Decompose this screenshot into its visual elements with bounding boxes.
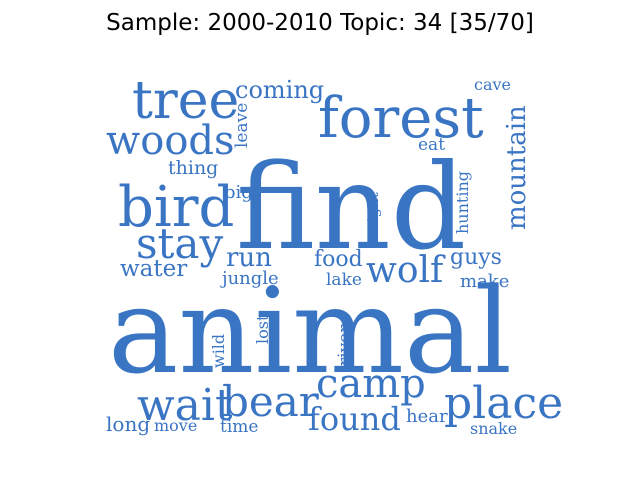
word-stay: stay bbox=[136, 219, 223, 268]
word-time: time bbox=[220, 417, 258, 437]
word-wolf: wolf bbox=[366, 250, 446, 291]
word-guys: guys bbox=[450, 245, 502, 270]
word-bird: bird bbox=[118, 175, 234, 240]
word-forest: forest bbox=[318, 86, 484, 151]
word-jungle: jungle bbox=[220, 268, 279, 289]
word-big: big bbox=[224, 182, 253, 203]
word-woods: woods bbox=[106, 118, 235, 164]
word-bear: bear bbox=[222, 377, 320, 426]
word-eat: eat bbox=[418, 135, 445, 155]
word-hear: hear bbox=[406, 406, 448, 427]
word-make: make bbox=[460, 271, 509, 292]
word-found: found bbox=[308, 400, 401, 438]
word-food: food bbox=[314, 247, 363, 272]
word-wait: wait bbox=[137, 380, 233, 431]
word-mountain: mountain bbox=[502, 105, 532, 230]
word-hunting: hunting bbox=[453, 171, 472, 234]
word-place: place bbox=[444, 378, 563, 429]
word-camp: camp bbox=[316, 361, 426, 407]
word-night: night bbox=[364, 192, 382, 232]
word-move: move bbox=[154, 416, 197, 435]
word-animal: animal bbox=[108, 262, 512, 400]
word-coming: coming bbox=[235, 76, 324, 104]
word-water: water bbox=[120, 256, 187, 282]
word-run: run bbox=[226, 243, 272, 273]
word-wild: wild bbox=[209, 334, 228, 368]
word-cave: cave bbox=[474, 75, 511, 94]
word-long: long bbox=[106, 412, 150, 436]
word-lost: lost bbox=[253, 314, 272, 344]
chart-title: Sample: 2000-2010 Topic: 34 [35/70] bbox=[106, 10, 534, 36]
word-snake: snake bbox=[470, 419, 517, 438]
word-lake: lake bbox=[326, 270, 362, 290]
word-tree: tree bbox=[132, 71, 239, 131]
word-river: river bbox=[335, 324, 355, 366]
word-thing: thing bbox=[168, 157, 218, 179]
word-leave: leave bbox=[232, 103, 252, 148]
word-find: find bbox=[236, 138, 466, 276]
